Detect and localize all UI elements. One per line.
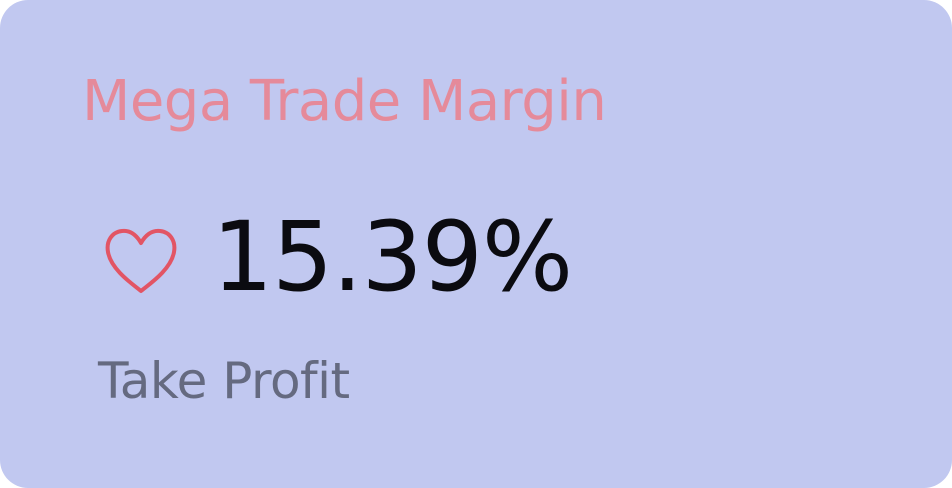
card-title: Mega Trade Margin <box>82 69 607 134</box>
metric-row: 15.39% <box>104 201 573 313</box>
metric-label: Take Profit <box>98 352 350 410</box>
metric-value: 15.39% <box>212 201 573 313</box>
heart-icon <box>105 228 177 293</box>
